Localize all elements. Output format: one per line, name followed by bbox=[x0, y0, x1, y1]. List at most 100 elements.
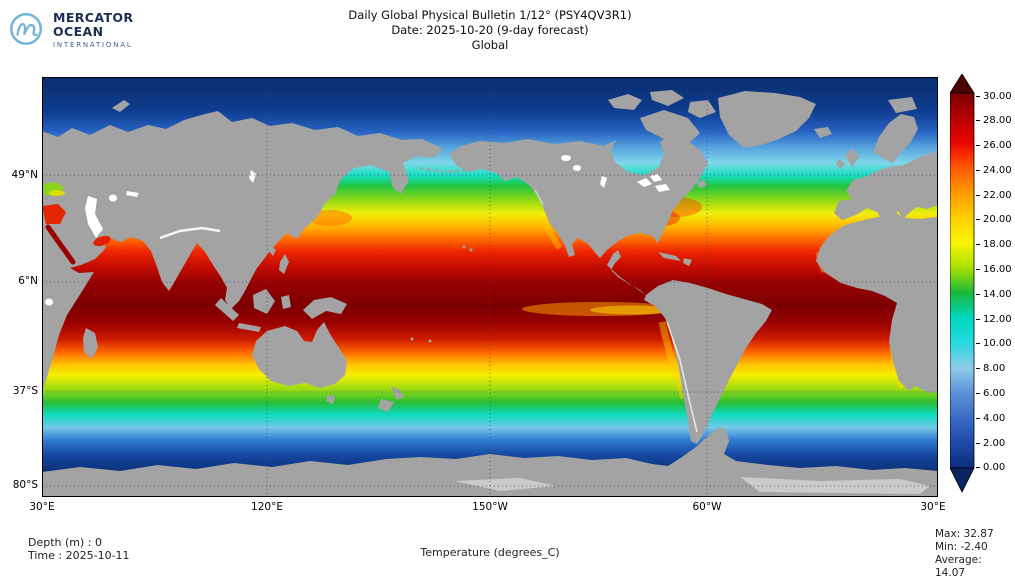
colorbar-tick: 14.00 bbox=[976, 289, 1012, 300]
sea-mediterranean-east bbox=[42, 204, 66, 224]
stats-block: Max: 32.87 Min: -2.40 Average: 14.07 bbox=[935, 528, 1015, 576]
lake-victoria bbox=[45, 298, 53, 306]
colorbar-tick: 16.00 bbox=[976, 264, 1012, 275]
colorbar-tick: 18.00 bbox=[976, 239, 1012, 250]
island-hispaniola bbox=[683, 258, 692, 266]
island-newfoundland bbox=[696, 180, 707, 188]
continents bbox=[42, 90, 938, 497]
title-line-3: Global bbox=[471, 38, 509, 52]
colorbar-tick-mark bbox=[976, 243, 980, 245]
colorbar-tick-mark bbox=[976, 194, 980, 196]
lat-tick: 6°N bbox=[18, 275, 38, 287]
island-baffin bbox=[640, 110, 700, 146]
island-arctic-3 bbox=[688, 100, 716, 118]
island-tasmania bbox=[326, 395, 335, 404]
sea-red-sea bbox=[45, 224, 76, 265]
gridlines bbox=[42, 77, 938, 497]
continent-south-america bbox=[644, 280, 772, 444]
figure-title-block: Daily Global Physical Bulletin 1/12° (PS… bbox=[42, 8, 938, 53]
colorbar-arrow-over bbox=[950, 74, 975, 94]
colorbar-tick: 22.00 bbox=[976, 190, 1012, 201]
island-sumatra bbox=[215, 298, 239, 321]
mercator-logo: MERCATOR OCEAN INTERNATIONAL bbox=[8, 8, 133, 49]
rockies-snow bbox=[534, 189, 544, 206]
continent-africa-west bbox=[816, 212, 938, 393]
colorbar-tick-mark bbox=[976, 119, 980, 121]
colorbar-tick: 28.00 bbox=[976, 115, 1012, 126]
island-philippines bbox=[279, 254, 289, 274]
island-novaya-zemlya bbox=[112, 100, 130, 112]
lat-tick: 80°S bbox=[12, 479, 38, 491]
variable-label: Temperature (degrees_C) bbox=[420, 546, 560, 559]
colorbar-tick: 24.00 bbox=[976, 165, 1012, 176]
colorbar-tick: 4.00 bbox=[976, 413, 1005, 424]
island-taiwan bbox=[269, 246, 276, 256]
colorbar-graphic bbox=[950, 74, 975, 493]
colorbar-tick: 20.00 bbox=[976, 214, 1012, 225]
continent-eurasia-africa-east bbox=[42, 111, 443, 392]
island-cuba bbox=[658, 252, 681, 261]
title-line-1: Daily Global Physical Bulletin 1/12° (PS… bbox=[348, 8, 632, 22]
lake-baikal bbox=[249, 170, 256, 183]
island-arctic-1 bbox=[608, 94, 642, 110]
time-label: Time : 2025-10-11 bbox=[28, 549, 130, 562]
lake-balkhash bbox=[126, 191, 139, 197]
lon-tick: 30°E bbox=[920, 501, 946, 513]
himalaya-snow bbox=[159, 226, 221, 240]
stat-average: Average: 14.07 bbox=[935, 554, 982, 576]
logo-line-mercator: MERCATOR bbox=[53, 10, 134, 25]
colorbar-tick: 0.00 bbox=[976, 462, 1005, 473]
lon-tick: 30°E bbox=[29, 501, 55, 513]
island-svalbard bbox=[888, 97, 917, 113]
colorbar-tick: 26.00 bbox=[976, 140, 1012, 151]
region-europe bbox=[834, 150, 938, 229]
stat-max: Max: 32.87 bbox=[935, 528, 994, 540]
island-new-zealand-south bbox=[378, 399, 394, 412]
colorbar-tick: 2.00 bbox=[976, 438, 1005, 449]
lon-tick: 60°W bbox=[692, 501, 722, 513]
andes-snow bbox=[666, 321, 698, 433]
island-new-zealand-north bbox=[391, 386, 404, 399]
island-britain bbox=[845, 148, 859, 167]
colorbar-tick-mark bbox=[976, 442, 980, 444]
lon-tick: 120°E bbox=[251, 501, 283, 513]
island-arctic-2 bbox=[650, 90, 684, 106]
island-japan bbox=[297, 195, 325, 231]
island-ireland bbox=[836, 159, 845, 169]
colorbar-tick-mark bbox=[976, 218, 980, 220]
lake-caspian bbox=[85, 196, 103, 238]
continent-australia bbox=[252, 322, 347, 388]
stat-min: Min: -2.40 bbox=[935, 541, 988, 553]
island-new-guinea bbox=[303, 297, 347, 319]
colorbar-tick-mark bbox=[976, 417, 980, 419]
island-iceland bbox=[814, 127, 832, 138]
depth-label: Depth (m) : 0 bbox=[28, 536, 102, 549]
region-scandinavia bbox=[873, 114, 918, 163]
colorbar-bar bbox=[950, 92, 975, 469]
logo-line-international: INTERNATIONAL bbox=[53, 41, 133, 49]
island-sakhalin bbox=[331, 171, 338, 196]
map-border bbox=[42, 77, 938, 497]
colorbar-tick-mark bbox=[976, 318, 980, 320]
colorbar-tick-mark bbox=[976, 466, 980, 468]
great-lakes bbox=[637, 178, 652, 187]
logo-line-ocean: OCEAN bbox=[53, 24, 104, 39]
lat-tick: 49°N bbox=[11, 169, 38, 181]
colorbar-tick-mark bbox=[976, 293, 980, 295]
depth-time-block: Depth (m) : 0 Time : 2025-10-11 bbox=[28, 536, 130, 562]
continent-north-america bbox=[449, 134, 708, 295]
colorbar-tick-mark bbox=[976, 392, 980, 394]
colorbar-tick-mark bbox=[976, 268, 980, 270]
colorbar-tick-mark bbox=[976, 144, 980, 146]
colorbar-tick-mark bbox=[976, 367, 980, 369]
world-sst-map bbox=[42, 77, 938, 497]
lake-aral bbox=[109, 194, 117, 202]
sea-persian-gulf bbox=[93, 235, 111, 247]
colorbar-tick-mark bbox=[976, 169, 980, 171]
marginal-seas bbox=[42, 182, 111, 265]
colorbar-tick-mark bbox=[976, 95, 980, 97]
island-sulawesi bbox=[281, 295, 291, 309]
mercator-logo-text: MERCATOR OCEAN INTERNATIONAL bbox=[53, 8, 134, 50]
colorbar-tick: 30.00 bbox=[976, 91, 1012, 102]
